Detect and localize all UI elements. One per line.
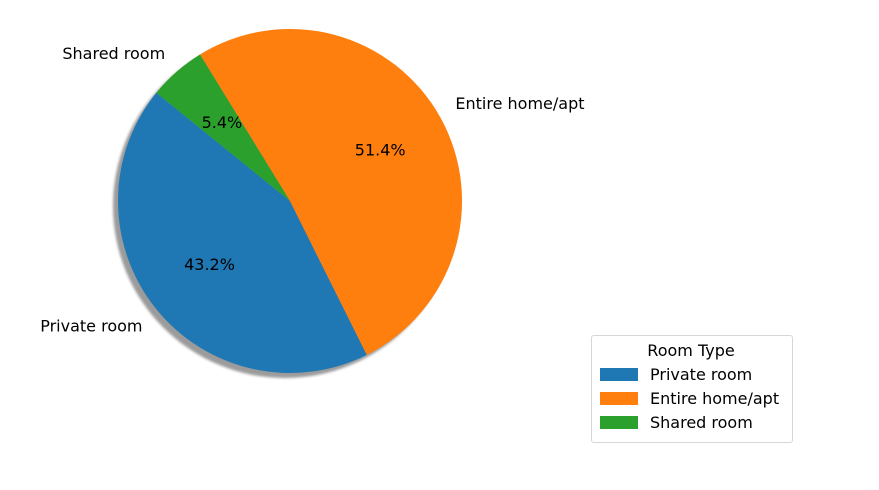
category-label-entire-home-apt: Entire home/apt <box>455 94 584 113</box>
legend-entry-shared-room: Shared room <box>600 410 782 434</box>
legend-swatch-private-room <box>600 367 638 381</box>
pie-slice-entire-home-apt <box>199 28 463 355</box>
category-label-shared-room: Shared room <box>62 44 165 63</box>
legend-label-entire-home: Entire home/apt <box>650 388 780 408</box>
legend: Room Type Private room Entire home/apt S… <box>591 335 793 443</box>
pie-slice-shared-room <box>156 54 290 201</box>
legend-swatch-entire-home <box>600 391 638 405</box>
pie-labels: 43.2% Private room 51.4% Entire home/apt 5.4… <box>40 44 584 336</box>
legend-swatch-shared-room <box>600 415 638 429</box>
pie-slice-private-room <box>118 92 367 373</box>
legend-label-private-room: Private room <box>650 364 753 384</box>
pct-label-private-room: 43.2% <box>184 255 235 274</box>
category-label-private-room: Private room <box>40 317 142 336</box>
pct-label-shared-room: 5.4% <box>202 113 243 132</box>
legend-title: Room Type <box>647 341 735 360</box>
legend-label-shared-room: Shared room <box>650 412 753 432</box>
legend-entry-private-room: Private room <box>600 362 782 386</box>
pct-label-entire-home-apt: 51.4% <box>355 140 406 159</box>
pie-slices <box>118 28 463 373</box>
legend-entry-entire-home: Entire home/apt <box>600 386 782 410</box>
